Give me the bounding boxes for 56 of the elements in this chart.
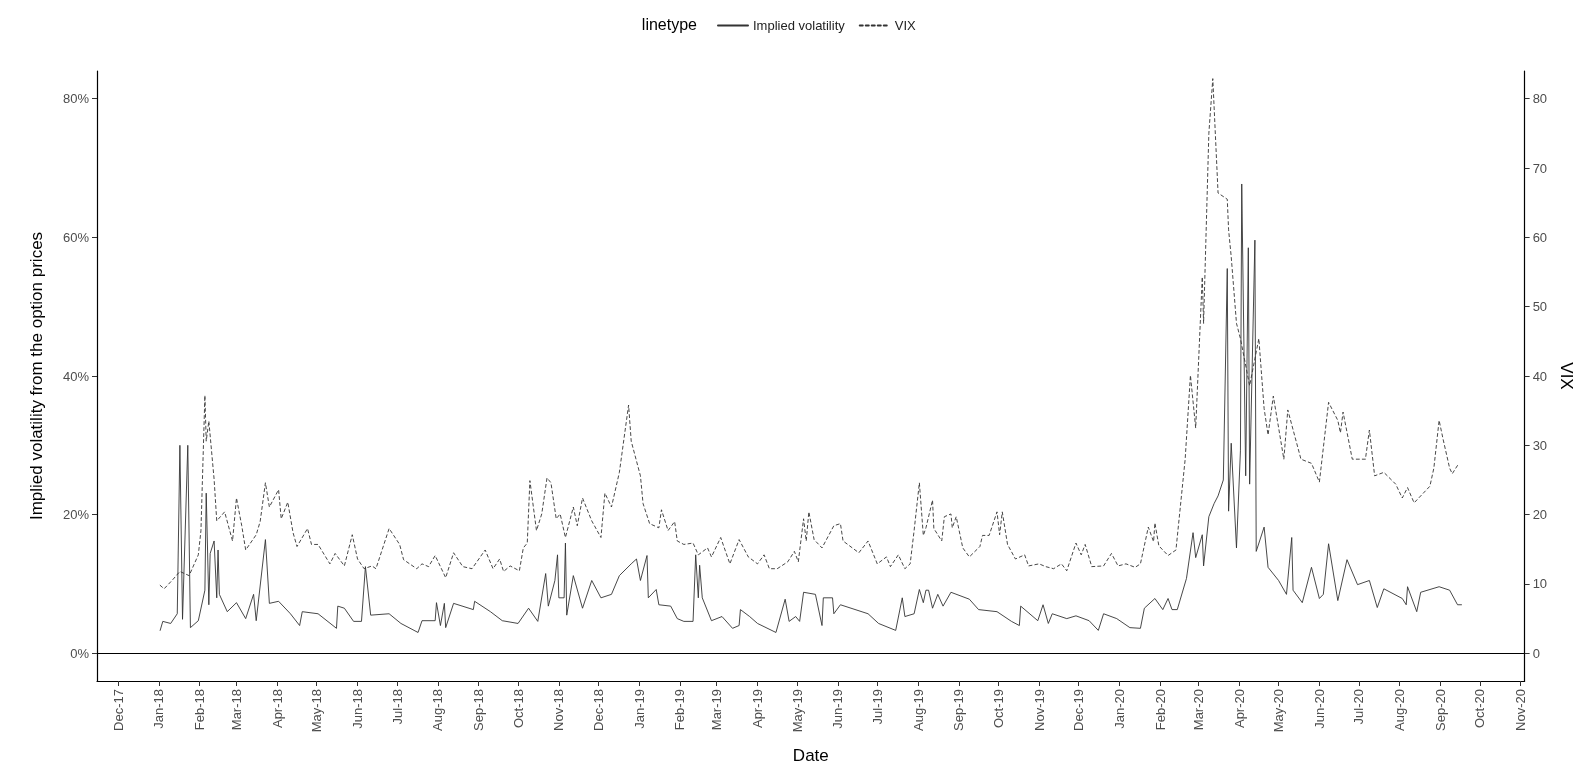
x-tick-label: Jan-18 bbox=[151, 689, 167, 729]
y-tick-label: 0% bbox=[70, 645, 90, 661]
y2-tick-label: 40 bbox=[1532, 368, 1548, 384]
y-axis-title: Implied volatility from the option prices bbox=[27, 231, 46, 521]
y2-tick-label: 0 bbox=[1532, 645, 1540, 661]
x-tick-label: Nov-20 bbox=[1513, 689, 1529, 731]
x-tick-label: Nov-18 bbox=[551, 689, 567, 731]
y2-tick-label: 50 bbox=[1532, 299, 1548, 315]
y2-tick-label: 60 bbox=[1532, 229, 1548, 245]
x-tick-label: Jan-20 bbox=[1111, 689, 1127, 729]
x-tick-label: Jul-20 bbox=[1351, 689, 1367, 725]
x-tick-label: Nov-19 bbox=[1031, 689, 1047, 731]
x-tick-label: Jun-20 bbox=[1311, 689, 1327, 729]
x-tick-label: Oct-19 bbox=[990, 689, 1006, 729]
x-tick-label: Aug-18 bbox=[430, 689, 446, 731]
x-tick-label: Dec-18 bbox=[590, 689, 606, 731]
x-tick-label: Mar-18 bbox=[228, 689, 244, 731]
y2-tick-label: 30 bbox=[1532, 437, 1548, 453]
x-tick-label: Apr-19 bbox=[750, 689, 766, 729]
x-tick-label: Apr-20 bbox=[1231, 689, 1247, 729]
x-tick-label: Sep-19 bbox=[951, 689, 967, 731]
x-tick-label: Oct-18 bbox=[510, 689, 526, 729]
x-tick-label: Jul-18 bbox=[389, 689, 405, 725]
x-tick-label: Feb-20 bbox=[1152, 689, 1168, 731]
y-tick-label: 60% bbox=[62, 229, 90, 245]
legend-label: VIX bbox=[894, 18, 917, 33]
x-axis-title: Date bbox=[792, 746, 829, 765]
y2-tick-label: 80 bbox=[1532, 91, 1548, 107]
x-tick-label: Feb-18 bbox=[192, 689, 208, 731]
y2-tick-label: 10 bbox=[1532, 576, 1548, 592]
x-tick-label: Dec-19 bbox=[1071, 689, 1087, 731]
x-tick-label: Jul-19 bbox=[869, 689, 885, 725]
x-tick-label: Jan-19 bbox=[631, 689, 647, 729]
y2-tick-label: 20 bbox=[1532, 507, 1548, 523]
y2-tick-label: 70 bbox=[1532, 160, 1548, 176]
x-tick-label: Mar-19 bbox=[709, 689, 725, 731]
legend-label: Implied volatility bbox=[753, 18, 846, 33]
x-tick-label: Jun-18 bbox=[350, 689, 366, 729]
x-tick-label: Feb-19 bbox=[672, 689, 688, 731]
x-tick-label: Aug-20 bbox=[1392, 689, 1408, 731]
x-tick-label: Sep-18 bbox=[471, 689, 487, 731]
x-tick-label: May-18 bbox=[309, 689, 325, 733]
y-tick-label: 40% bbox=[62, 368, 90, 384]
x-tick-label: Jun-19 bbox=[830, 689, 846, 729]
x-tick-label: Oct-20 bbox=[1472, 689, 1488, 729]
x-tick-label: Mar-20 bbox=[1190, 689, 1206, 731]
y-tick-label: 80% bbox=[62, 91, 90, 107]
x-tick-label: May-19 bbox=[789, 689, 805, 733]
x-tick-label: Dec-17 bbox=[110, 689, 126, 731]
x-tick-label: Apr-18 bbox=[269, 689, 285, 729]
x-tick-label: Aug-19 bbox=[910, 689, 926, 731]
legend-title: linetype bbox=[641, 15, 698, 33]
x-tick-label: Sep-20 bbox=[1432, 689, 1448, 731]
y2-axis-title: VIX bbox=[1557, 362, 1576, 390]
x-tick-label: May-20 bbox=[1271, 689, 1287, 733]
y-tick-label: 20% bbox=[62, 507, 90, 523]
